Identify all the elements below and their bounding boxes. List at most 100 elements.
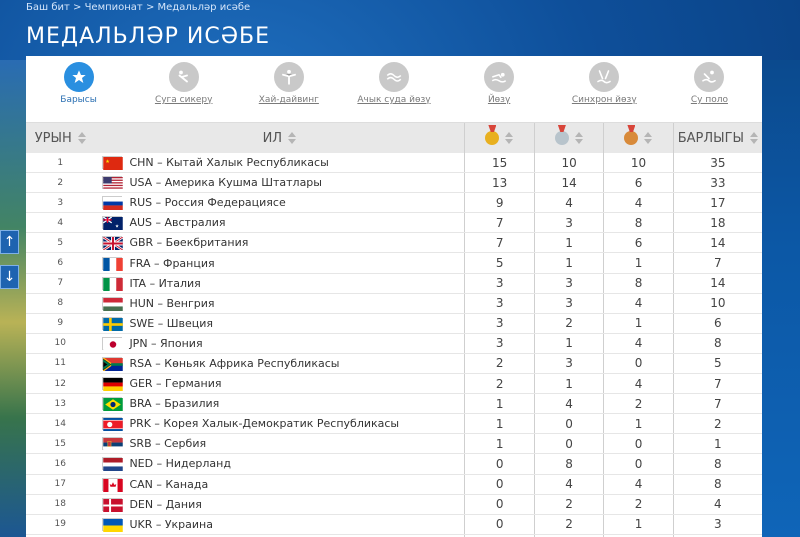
gold-count: 0 [464,474,533,494]
total-count: 3 [672,514,762,534]
country-name: FRA – Франция [129,256,215,270]
hun-flag-icon [102,296,124,311]
sort-icon [505,132,514,144]
aus-flag-icon: ★ [102,216,124,231]
rank-cell: 4 [57,217,64,228]
bra-flag-icon [102,397,124,412]
table-row[interactable]: 16 NED – Нидерланд 0 8 0 8 [26,454,762,475]
breadcrumb: Баш бит > Чемпионат > Медальләр исәбе [26,2,250,13]
table-row[interactable]: 17 CAN – Канада 0 4 4 8 [26,474,762,495]
header-rank-label: УРЫН [34,130,72,146]
table-row[interactable]: 14 PRK – Корея Халык-Демократик Республик… [26,414,762,435]
gold-count: 1 [464,394,533,414]
total-count: 5 [672,353,762,374]
silver-count: 3 [533,273,603,293]
sort-icon [749,132,758,144]
table-row[interactable]: 2 USA – Америка Кушма Штатлары 13 14 6 33 [26,173,762,194]
tab-synchro[interactable]: Синхрон йөзү [552,62,656,105]
table-body: 1 ★ CHN – Кытай Халык Республикасы 15 10 10 35… [26,153,762,537]
table-row[interactable]: 19 UKR – Украина 0 2 1 3 [26,514,762,535]
table-header: УРЫН ИЛ БАРЛЫГЫ [26,122,762,153]
table-row[interactable]: 8 HUN – Венгрия 3 3 4 10 [26,293,762,314]
table-row[interactable]: 5 GBR – Бөекбритания 7 1 6 14 [26,233,762,254]
rank-cell: 18 [54,499,66,510]
silver-count: 4 [533,394,603,414]
header-total[interactable]: БАРЛЫГЫ [672,123,762,153]
total-count: 2 [672,414,762,434]
table-row[interactable]: 1 ★ CHN – Кытай Халык Республикасы 15 10 10 35 [26,153,762,174]
tab-diving[interactable]: Суга сикерү [132,62,236,105]
gold-count: 3 [464,333,533,353]
tab-open-water[interactable]: Ачык суда йөзү [342,62,446,105]
country-name: RUS – Россия Федерациясе [129,196,286,210]
rank-cell: 13 [54,398,66,409]
tab-high-diving[interactable]: Хай-дайвинг [237,62,341,105]
breadcrumb-separator: > [142,2,158,13]
gold-count: 9 [464,193,533,213]
total-count: 7 [672,394,762,414]
rank-cell: 17 [54,479,66,490]
star-icon [63,62,94,92]
gold-medal-icon [485,131,500,145]
table-row[interactable]: 4 ★ AUS – Австралия 7 3 8 18 [26,213,762,234]
tab-label: Ачык суда йөзү [357,95,431,105]
jpn-flag-icon [102,336,124,351]
table-row[interactable]: 10 JPN – Япония 3 1 4 8 [26,333,762,354]
bronze-count: 2 [603,494,672,514]
table-row[interactable]: 9 SWE – Швеция 3 2 1 6 [26,313,762,334]
header-rank[interactable]: УРЫН [26,123,95,153]
svg-text:★: ★ [115,224,119,230]
breadcrumb-championship[interactable]: Чемпионат [84,2,143,13]
country-name: AUS – Австралия [129,216,226,230]
total-count: 4 [672,494,762,514]
table-row[interactable]: 13 BRA – Бразилия 1 4 2 7 [26,394,762,415]
country-name: BRA – Бразилия [129,397,220,411]
header-country[interactable]: ИЛ [95,123,465,153]
table-row[interactable]: 12 GER – Германия 2 1 4 7 [26,374,762,395]
rank-cell: 10 [54,338,66,349]
tab-swimming[interactable]: Йөзү [447,62,551,105]
table-row[interactable]: 6 FRA – Франция 5 1 1 7 [26,253,762,274]
header-country-label: ИЛ [262,130,283,146]
sort-icon [644,132,653,144]
country-name: HUN – Венгрия [129,296,215,310]
silver-count: 14 [533,173,603,193]
bronze-count: 6 [603,173,672,193]
header-silver[interactable] [533,123,604,153]
total-count: 33 [672,173,762,193]
bronze-count: 1 [603,414,672,434]
table-row[interactable]: 20MEX – Мексика0202 [26,534,762,537]
rank-cell: 5 [57,237,64,248]
table-row[interactable]: 3 RUS – Россия Федерациясе 9 4 4 17 [26,193,762,214]
gold-count: 5 [464,253,533,273]
bronze-count: 4 [603,474,672,494]
table-row[interactable]: 18 DEN – Дания 0 2 2 4 [26,494,762,515]
table-row[interactable]: 7 ITA – Италия 3 3 8 14 [26,273,762,294]
tab-all[interactable]: Барысы [27,62,131,105]
total-count: 8 [672,333,762,353]
country-name: GBR – Бөекбритания [129,236,249,250]
country-cell: ITA – Италия [94,274,464,293]
scroll-down-button[interactable]: ↓ [0,265,19,289]
bronze-count: 4 [603,193,672,213]
scroll-up-button[interactable]: ↑ [0,230,19,254]
rsa-flag-icon [102,356,124,372]
tab-water-polo[interactable]: Су поло [657,62,761,105]
silver-count: 4 [533,474,603,494]
bronze-count: 1 [603,313,672,333]
rus-flag-icon [102,196,124,211]
water-polo-icon [694,62,725,92]
silver-count: 1 [533,374,603,394]
table-row[interactable]: 15 SRB – Сербия 1 0 0 1 [26,434,762,455]
breadcrumb-home[interactable]: Баш бит [26,2,70,13]
header-bronze[interactable] [603,123,673,153]
total-count: 14 [672,273,762,293]
country-cell: JPN – Япония [94,334,464,353]
table-row[interactable]: 11 RSA – Көньяк Африка Республикасы 2 3 0 5 [26,353,762,375]
bronze-count: 1 [603,514,672,534]
gold-count: 7 [464,213,533,233]
high-diving-icon [273,62,304,92]
gold-count: 0 [464,494,533,514]
country-name: ITA – Италия [129,276,201,290]
header-gold[interactable] [464,123,534,153]
